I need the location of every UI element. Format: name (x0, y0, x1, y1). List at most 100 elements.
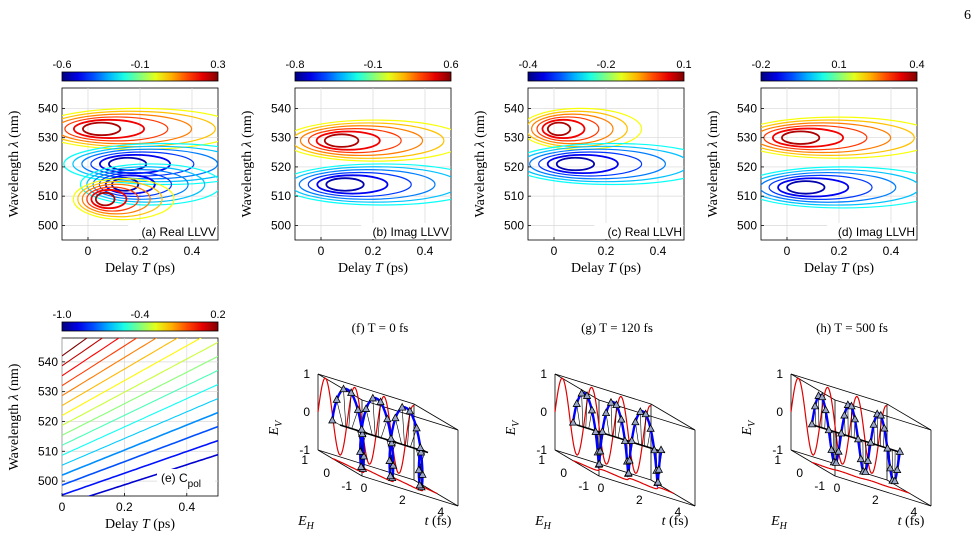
data-marker (359, 451, 368, 460)
field-vector (614, 405, 617, 437)
data-marker (598, 426, 607, 435)
contour-line (761, 171, 897, 203)
contours (62, 338, 218, 496)
contour-line (92, 169, 189, 200)
y-tick-label: 530 (737, 131, 757, 145)
eh-tick-label: -1 (814, 479, 825, 493)
field-vector (401, 407, 405, 446)
contour-line (98, 171, 173, 198)
contour-line (98, 153, 171, 175)
panel-d: -0.2 0.1 0.4 500 510 520 530 540 0 0.2 0.4 (d) Imag… (706, 59, 925, 276)
contour-line (531, 113, 614, 145)
y-tick-label: 520 (271, 160, 291, 174)
t-axis-label: t (fs) (662, 514, 689, 529)
field-vector (605, 413, 610, 436)
field-vector (336, 399, 344, 426)
x-tick-label: 0 (551, 244, 558, 258)
x-axis-label: Delay T (ps) (571, 261, 641, 276)
data-marker (397, 402, 407, 411)
x-tick-label: 0.4 (184, 244, 201, 258)
ev-tick-label: 0 (776, 405, 783, 419)
contour-line (546, 153, 619, 175)
data-marker (861, 467, 870, 475)
ev-tick-label: -1 (299, 443, 310, 457)
data-marker (624, 468, 633, 477)
data-marker (368, 393, 377, 402)
data-marker (388, 460, 398, 469)
contours (295, 119, 451, 206)
colorbar-tick-label: -0.6 (53, 59, 72, 71)
data-marker (412, 423, 421, 432)
t-tick-label: 0 (361, 481, 368, 495)
panel-label: (d) Imag LLVH (838, 225, 915, 239)
y-axis-label: Wavelength λ (nm) (240, 110, 255, 217)
ev-tick-label: 0 (303, 405, 310, 419)
y-tick-label: 530 (504, 131, 524, 145)
data-marker (827, 445, 836, 453)
contour-line (307, 128, 402, 154)
colorbar-tick-label: 0.1 (676, 59, 691, 71)
data-marker (631, 417, 640, 426)
data-marker (831, 458, 841, 466)
contour-line (786, 180, 826, 195)
data-marker (572, 399, 581, 407)
x-tick-label: 0 (59, 500, 66, 514)
field-vector (395, 418, 402, 445)
field-vector (585, 395, 588, 428)
contour-line (62, 338, 179, 407)
axis-box-edge (554, 449, 652, 481)
data-marker (391, 413, 400, 422)
data-marker (383, 414, 392, 423)
ev-tick-label: 1 (303, 367, 310, 381)
colorbar-tick-label: -0.4 (519, 59, 538, 71)
contour-line (541, 118, 586, 139)
contours (528, 107, 684, 186)
y-tick-label: 540 (38, 101, 58, 115)
field-vector (365, 408, 373, 436)
contour-line (315, 130, 381, 151)
contour-line (62, 341, 218, 426)
data-marker (339, 384, 348, 393)
data-marker (385, 456, 394, 464)
data-marker (606, 397, 616, 406)
data-marker (361, 404, 371, 412)
colorbar (61, 321, 219, 332)
axis-box-edge (834, 475, 932, 507)
data-marker (358, 429, 367, 438)
data-marker (880, 423, 889, 432)
x-axis-label: Delay T (ps) (804, 261, 874, 276)
ev-tick-label: 0 (540, 405, 547, 419)
t-tick-label: 4 (437, 505, 444, 519)
data-marker (869, 419, 878, 428)
panel-c: -0.4 -0.2 0.1 500 510 520 530 540 0 0.2 0.4 (c) Rea… (473, 59, 692, 276)
t-tick-label: 4 (910, 505, 917, 519)
x-tick-label: 0.4 (178, 500, 195, 514)
data-marker (641, 409, 650, 418)
data-marker (405, 406, 415, 415)
y-tick-label: 500 (504, 218, 524, 232)
contour-line (528, 145, 684, 183)
contour-line (62, 338, 120, 377)
t-tick-label: 2 (636, 493, 643, 507)
ev-tick-label: -1 (772, 443, 783, 457)
contour-line (307, 171, 412, 198)
data-marker (617, 414, 626, 423)
y-tick-label: 520 (38, 160, 58, 174)
y-tick-label: 540 (271, 101, 291, 115)
data-marker (386, 471, 395, 480)
eh-tick-label: 0 (796, 466, 803, 480)
y-tick-label: 530 (38, 385, 58, 399)
x-axis-label: Delay T (ps) (105, 517, 175, 532)
page-number: 6 (964, 8, 971, 23)
x-tick-label: 0 (784, 244, 791, 258)
field-vector (635, 422, 639, 445)
contour-line (62, 338, 158, 397)
contour-line (536, 116, 600, 142)
data-marker (577, 388, 586, 397)
colorbar-tick-label: -0.1 (131, 59, 150, 71)
axis-box-edge (886, 403, 932, 431)
data-marker (893, 465, 902, 473)
data-marker (596, 446, 605, 455)
